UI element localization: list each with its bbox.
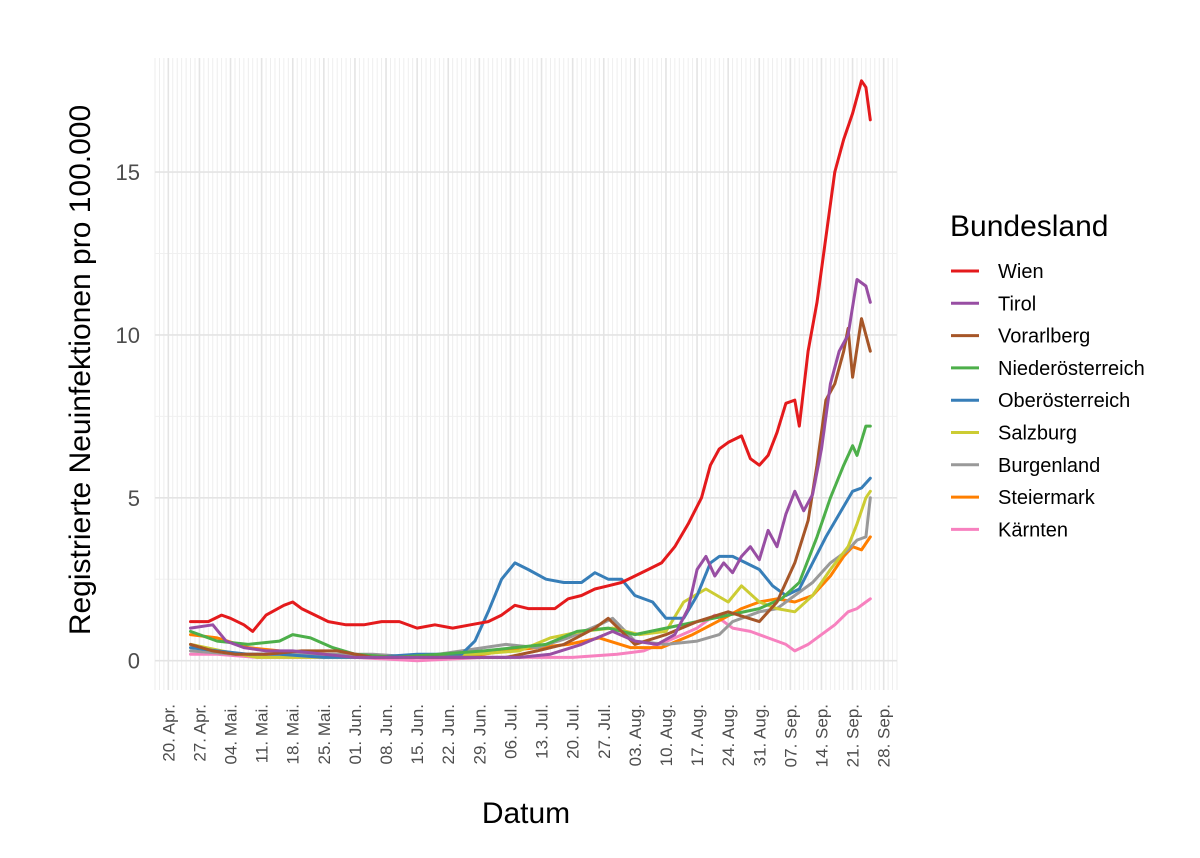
x-tick-label: 10. Aug. (657, 704, 676, 766)
x-tick-label: 08. Jun. (377, 704, 396, 765)
x-axis-ticks: 20. Apr. 27. Apr. 04. Mai. 11. Mai. 18. Mai.… (159, 704, 893, 767)
series-line-tirol (189, 278, 872, 659)
x-tick-label: 06. Jul. (501, 704, 520, 759)
x-tick-label: 18. Mai. (284, 704, 303, 764)
x-tick-label: 29. Jun. (470, 704, 489, 765)
x-tick-label: 03. Aug. (626, 704, 645, 766)
series-line-niederösterreich (189, 424, 872, 659)
legend-label: Niederösterreich (998, 358, 1145, 380)
legend-label: Tirol (998, 293, 1036, 315)
plot-area (154, 58, 898, 690)
y-axis-ticks: 0 5 10 15 (116, 160, 140, 674)
x-tick-label: 20. Apr. (159, 704, 178, 762)
legend-label: Vorarlberg (998, 326, 1090, 348)
minor-gridlines (154, 58, 898, 690)
x-tick-label: 27. Apr. (190, 704, 209, 762)
y-tick-label: 5 (128, 486, 140, 511)
series-lines (189, 79, 872, 663)
legend: Bundesland Wien Tirol Vorarlberg Niederöste… (950, 210, 1145, 541)
x-tick-label: 01. Jun. (346, 704, 365, 765)
legend-label: Salzburg (998, 423, 1077, 445)
legend-label: Burgenland (998, 455, 1100, 477)
legend-label: Wien (998, 261, 1044, 283)
x-tick-label: 20. Jul. (564, 704, 583, 759)
y-tick-label: 15 (116, 160, 140, 185)
y-axis-title: Registrierte Neuinfektionen pro 100.000 (64, 105, 97, 635)
series-line-wien (189, 79, 872, 633)
x-tick-label: 28. Sep. (875, 704, 894, 767)
x-tick-label: 13. Jul. (533, 704, 552, 759)
x-tick-label: 15. Jun. (408, 704, 427, 765)
x-axis-title: Datum (482, 797, 570, 830)
legend-items: Wien Tirol Vorarlberg Niederösterreich Oberö… (951, 261, 1145, 541)
y-tick-label: 0 (128, 649, 140, 674)
x-tick-label: 04. Mai. (222, 704, 241, 764)
x-tick-label: 25. Mai. (315, 704, 334, 764)
x-tick-label: 11. Mai. (253, 704, 272, 763)
x-tick-label: 27. Jul. (595, 704, 614, 759)
legend-label: Kärnten (998, 519, 1068, 541)
legend-title: Bundesland (950, 210, 1108, 243)
series-line-vorarlberg (189, 317, 872, 659)
x-tick-label: 21. Sep. (844, 704, 863, 767)
x-tick-label: 17. Aug. (688, 704, 707, 766)
legend-label: Steiermark (998, 487, 1096, 509)
x-tick-label: 14. Sep. (812, 704, 831, 767)
legend-label: Oberösterreich (998, 390, 1130, 412)
y-tick-label: 10 (116, 323, 140, 348)
x-tick-label: 31. Aug. (750, 704, 769, 766)
x-tick-label: 24. Aug. (719, 704, 738, 766)
x-tick-label: 22. Jun. (439, 704, 458, 765)
x-tick-label: 07. Sep. (781, 704, 800, 767)
